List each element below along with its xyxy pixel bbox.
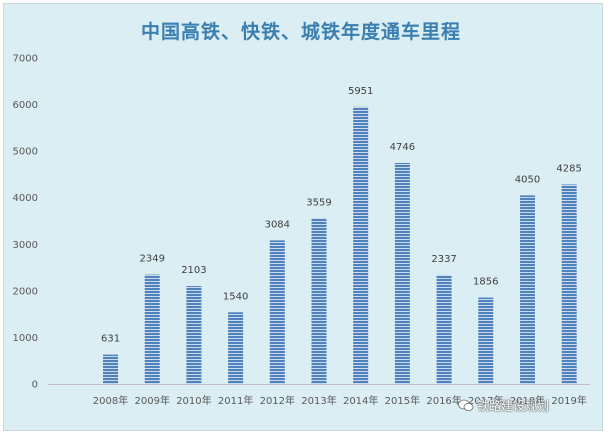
x-tick-label: 2011年 xyxy=(218,394,253,407)
data-label: 2337 xyxy=(431,254,456,265)
chart-title: 中国高铁、快铁、城铁年度通车里程 xyxy=(140,21,461,43)
x-tick-label: 2014年 xyxy=(343,394,378,407)
bar xyxy=(311,218,327,384)
y-tick-label: 1000 xyxy=(13,333,38,344)
x-tick-label: 2012年 xyxy=(260,394,295,407)
x-tick-label: 2009年 xyxy=(135,394,170,407)
x-tick-label: 2013年 xyxy=(301,394,336,407)
chart-frame xyxy=(3,3,603,431)
y-tick-label: 5000 xyxy=(13,147,38,158)
bar xyxy=(186,286,202,384)
bar xyxy=(103,354,119,384)
bar xyxy=(478,297,494,384)
x-tick-label: 2016年 xyxy=(426,394,461,407)
data-label: 3084 xyxy=(265,219,290,230)
bar xyxy=(436,275,452,384)
bar xyxy=(394,162,410,384)
data-label: 1856 xyxy=(473,277,498,288)
data-label: 631 xyxy=(101,334,120,345)
y-tick-label: 6000 xyxy=(13,100,38,111)
x-tick-label: 2010年 xyxy=(176,394,211,407)
bar xyxy=(228,312,244,384)
x-tick-label: 2018年 xyxy=(510,394,545,407)
x-tick-label: 2019年 xyxy=(551,394,586,407)
data-label: 2103 xyxy=(181,265,206,276)
y-tick-label: 3000 xyxy=(13,240,38,251)
bar xyxy=(561,184,577,384)
data-label: 4746 xyxy=(390,142,415,153)
bars-layer: 631 2349 2103 1540 3084 3559 5951 4746 2337 1856 4… xyxy=(101,86,582,385)
x-tick-label: 2008年 xyxy=(93,394,128,407)
watermark: 铁路建设规划 xyxy=(458,397,549,414)
data-label: 4050 xyxy=(515,174,540,185)
bar xyxy=(269,240,285,384)
data-label: 5951 xyxy=(348,86,373,97)
data-label: 2349 xyxy=(140,254,165,265)
y-tick-label: 0 xyxy=(32,380,38,391)
data-label: 1540 xyxy=(223,291,248,302)
y-tick-label: 2000 xyxy=(13,286,38,297)
x-tick-label: 2017年 xyxy=(468,394,503,407)
bar xyxy=(144,274,160,384)
axis-layer: 0 1000 2000 3000 4000 5000 6000 7000 2008年 2009年 2… xyxy=(13,54,590,407)
data-label: 4285 xyxy=(556,163,581,174)
data-label: 3559 xyxy=(306,197,331,208)
watermark-text: 铁路建设规划 xyxy=(477,399,550,413)
wechat-icon xyxy=(458,399,474,412)
y-tick-label: 4000 xyxy=(13,193,38,204)
x-tick-label: 2015年 xyxy=(385,394,420,407)
bar xyxy=(519,195,535,384)
y-tick-label: 7000 xyxy=(13,54,38,65)
bar xyxy=(353,106,369,385)
